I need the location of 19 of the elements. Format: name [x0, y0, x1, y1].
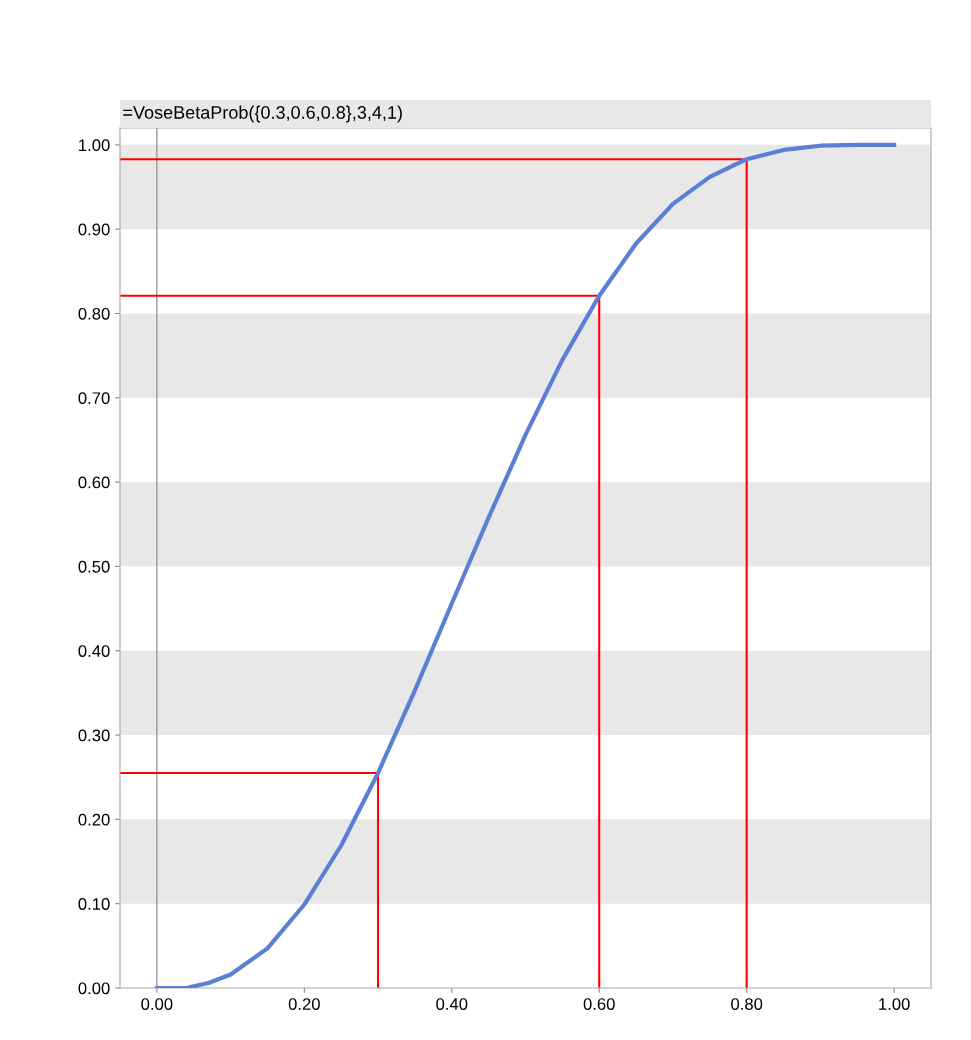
line-series [154, 142, 897, 988]
x-tick-label: 0.40 [436, 998, 468, 1010]
y-tick-label: 0.30 [78, 729, 110, 742]
y-tick-label: 0.50 [78, 560, 110, 573]
chart-title: =VoseBetaProb({0.3,0.6,0.8},3,4,1) [123, 105, 402, 123]
y-tick-label: 0.60 [78, 476, 110, 489]
x-tick-label: 0.20 [288, 998, 320, 1010]
y-tick-label: 0.20 [78, 813, 110, 826]
y-tick-label: 0.00 [78, 982, 110, 995]
y-tick-label: 0.10 [78, 898, 110, 910]
y-tick-label: 0.70 [78, 392, 110, 405]
y-tick-label: 1.00 [79, 139, 110, 152]
y-tick-label: 0.40 [78, 645, 110, 657]
y-tick-label: 0.80 [78, 307, 110, 320]
x-tick-label: 0.00 [141, 998, 173, 1010]
x-tick-label: 1.00 [879, 998, 910, 1010]
x-tick-label: 0.80 [731, 998, 763, 1010]
x-tick-label: 0.60 [583, 998, 615, 1010]
y-tick-label: 0.90 [78, 223, 110, 236]
